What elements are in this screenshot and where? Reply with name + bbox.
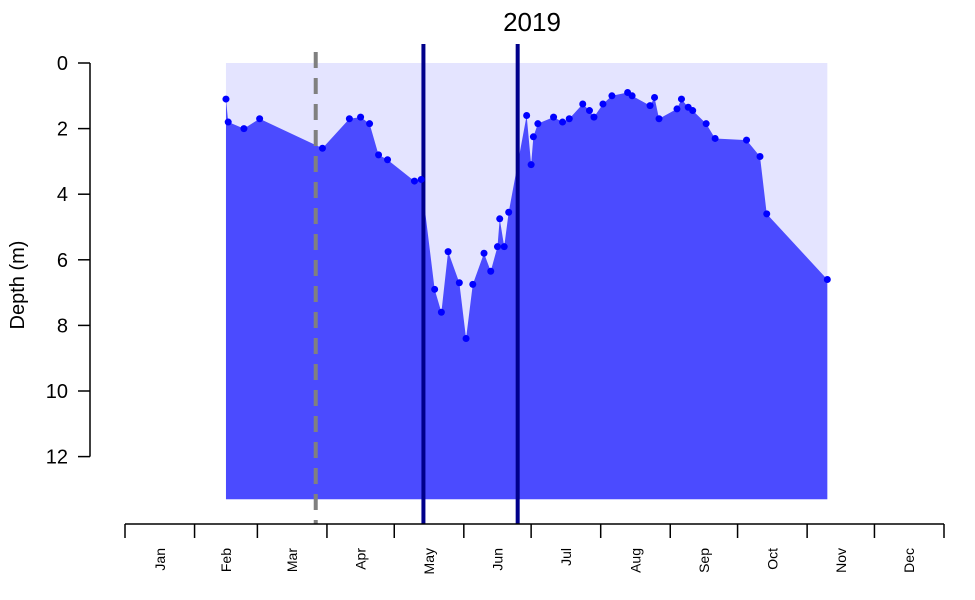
data-point — [487, 267, 495, 275]
data-point — [559, 118, 567, 126]
month-label: Dec — [901, 548, 917, 573]
data-point — [493, 243, 501, 251]
data-point — [523, 111, 531, 119]
data-point — [585, 107, 593, 115]
y-tick-label: 10 — [46, 381, 68, 403]
chart-title: 2019 — [503, 7, 561, 37]
month-label: Aug — [627, 548, 643, 573]
data-point — [527, 161, 535, 169]
data-point — [496, 215, 504, 223]
month-label: Oct — [764, 548, 780, 570]
data-point — [345, 115, 353, 123]
y-tick-label: 2 — [57, 119, 68, 141]
data-point — [455, 279, 463, 287]
data-point — [608, 92, 616, 100]
data-point — [579, 100, 587, 108]
y-tick-label: 6 — [57, 250, 68, 272]
data-point — [743, 136, 751, 144]
month-label: Feb — [218, 548, 234, 572]
month-label: Jun — [489, 548, 505, 571]
data-point — [823, 275, 831, 283]
data-point — [590, 113, 598, 121]
month-label: Mar — [284, 548, 300, 572]
y-tick-label: 4 — [57, 184, 68, 206]
data-point — [240, 125, 248, 133]
month-label: Jan — [152, 548, 168, 571]
month-label: Apr — [353, 548, 369, 570]
data-point — [677, 95, 685, 103]
data-point — [628, 92, 636, 100]
data-point — [224, 118, 232, 126]
data-point — [431, 285, 439, 293]
data-point — [763, 210, 771, 218]
month-label: May — [421, 548, 437, 574]
data-point — [646, 102, 654, 110]
month-label: Jul — [558, 548, 574, 566]
data-point — [256, 115, 264, 123]
data-point — [599, 100, 607, 108]
x-axis: Jan Feb Mar Apr May Jun Jul Aug Sep Oct Nov Dec — [124, 523, 945, 574]
data-point — [480, 249, 488, 257]
data-point — [366, 120, 374, 128]
y-tick-label: 0 — [57, 53, 68, 75]
data-point — [417, 175, 425, 183]
y-tick-label: 8 — [57, 315, 68, 337]
y-tick-label: 12 — [46, 447, 68, 469]
month-label: Sep — [696, 548, 712, 573]
plot-area — [222, 44, 831, 524]
data-point — [437, 308, 445, 316]
data-point — [756, 152, 764, 160]
data-point — [702, 120, 710, 128]
data-point — [534, 120, 542, 128]
data-point — [462, 335, 470, 343]
data-point — [565, 115, 573, 123]
data-point — [384, 156, 392, 164]
data-point — [469, 280, 477, 288]
data-point — [529, 133, 537, 141]
data-point — [673, 105, 681, 113]
data-point — [505, 208, 513, 216]
data-point — [222, 95, 230, 103]
data-point — [375, 151, 383, 159]
data-point — [655, 115, 663, 123]
data-point — [318, 144, 326, 152]
depth-area — [225, 92, 828, 500]
data-point — [651, 93, 659, 101]
month-label: Nov — [833, 548, 849, 573]
data-point — [357, 113, 365, 121]
y-axis-title: Depth (m) — [7, 241, 29, 330]
data-point — [444, 248, 452, 256]
y-axis: 0 2 4 6 8 10 12 — [46, 53, 91, 469]
data-point — [711, 134, 719, 142]
data-point — [500, 243, 508, 251]
data-point — [410, 177, 418, 185]
data-point — [550, 113, 558, 121]
data-point — [689, 107, 697, 115]
